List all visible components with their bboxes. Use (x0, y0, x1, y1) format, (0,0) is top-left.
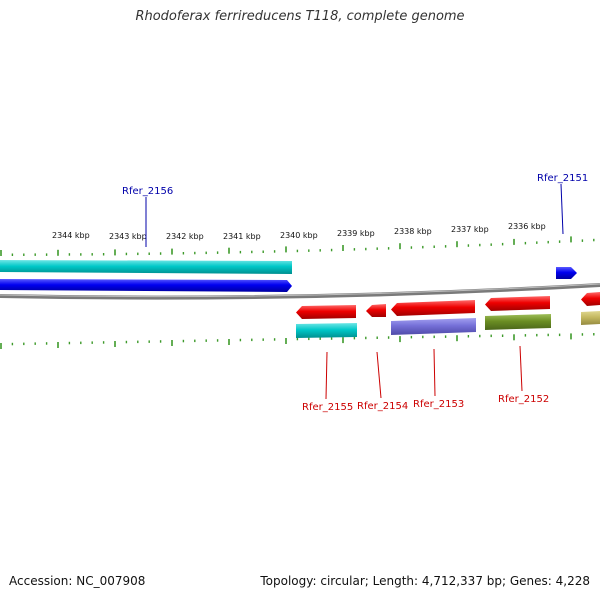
gene-rfer-2156-arrow[interactable] (0, 279, 292, 292)
forward-strand-features (0, 260, 577, 292)
gene-label-rfer-2155[interactable]: Rfer_2155 (302, 402, 353, 413)
ruler-ticks-bottom (0, 333, 595, 349)
genome-summary-text: Topology: circular; Length: 4,712,337 bp… (260, 574, 590, 588)
gene-rfer-2155-box[interactable] (296, 323, 357, 338)
genome-backbone (0, 283, 600, 300)
leader-rfer-2155 (325, 351, 328, 400)
genome-backbone-highlight (0, 283, 600, 298)
kbp-label: 2344 kbp (52, 231, 90, 240)
leader-rfer-2151 (560, 183, 564, 235)
leader-rfer-2152 (519, 345, 523, 392)
leader-rfer-2154 (376, 351, 382, 399)
gene-rfer-2152-box[interactable] (485, 314, 551, 330)
ruler-labels: 2344 kbp 2343 kbp 2342 kbp 2341 kbp 2340… (52, 222, 546, 241)
map-title: Rhodoferax ferrireducens T118, complete … (135, 9, 465, 24)
gene-rfer-2154-arrow[interactable] (366, 304, 386, 317)
gene-rfer-2155-arrow[interactable] (296, 305, 356, 319)
gene-rfer-2152-arrow[interactable] (485, 296, 550, 311)
leader-rfer-2153 (433, 348, 436, 397)
gene-rfer-2156-outer[interactable] (0, 260, 292, 274)
label-leaders (145, 183, 564, 400)
gene-labels: Rfer_2156 Rfer_2151 Rfer_2155 Rfer_2154 … (122, 173, 588, 413)
gene-label-rfer-2156[interactable]: Rfer_2156 (122, 186, 173, 197)
kbp-label: 2341 kbp (223, 232, 261, 241)
accession-text: Accession: NC_007908 (9, 574, 146, 588)
gene-label-rfer-2151[interactable]: Rfer_2151 (537, 173, 588, 184)
gene-label-rfer-2152[interactable]: Rfer_2152 (498, 394, 549, 405)
gene-rfer-2151-arrow[interactable] (556, 267, 577, 279)
kbp-label: 2342 kbp (166, 232, 204, 241)
kbp-label: 2340 kbp (280, 231, 318, 240)
kbp-label: 2343 kbp (109, 232, 147, 241)
gene-next-box[interactable] (581, 311, 600, 325)
gene-label-rfer-2154[interactable]: Rfer_2154 (357, 401, 408, 412)
gene-next-arrow[interactable] (581, 292, 600, 306)
gene-label-rfer-2153[interactable]: Rfer_2153 (413, 399, 464, 410)
kbp-label: 2339 kbp (337, 229, 375, 238)
kbp-label: 2338 kbp (394, 227, 432, 236)
reverse-strand-features (296, 292, 600, 338)
gene-rfer-2153-box[interactable] (391, 318, 476, 335)
gene-rfer-2153-arrow[interactable] (391, 300, 475, 316)
kbp-label: 2336 kbp (508, 222, 546, 231)
ruler-ticks-top (0, 236, 595, 256)
kbp-label: 2337 kbp (451, 225, 489, 234)
